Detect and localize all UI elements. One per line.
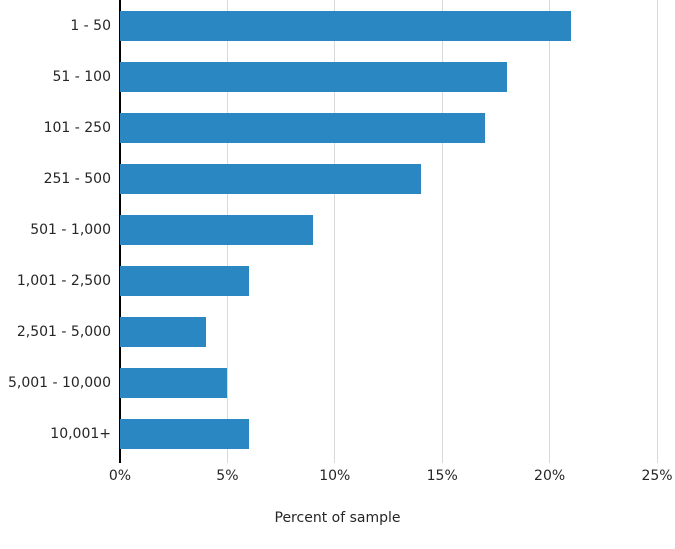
bar-row: 5,001 - 10,000 xyxy=(8,358,657,409)
x-tick-label: 20% xyxy=(534,468,566,484)
bar-row: 1,001 - 2,500 xyxy=(17,256,657,307)
x-tick-label: 5% xyxy=(216,468,239,484)
x-tick-label: 10% xyxy=(319,468,351,484)
gridline xyxy=(549,0,551,463)
y-axis-category-label: 101 - 250 xyxy=(43,119,111,136)
x-tick-label: 25% xyxy=(641,468,673,484)
x-tick-label: 0% xyxy=(108,468,132,484)
bar-row: 2,501 - 5,000 xyxy=(17,307,657,358)
x-axis-title: Percent of sample xyxy=(274,510,401,526)
bar-row: 51 - 100 xyxy=(53,51,657,102)
bar xyxy=(120,317,206,348)
bar-row: 10,001+ xyxy=(50,409,657,460)
gridline xyxy=(334,0,336,463)
bar xyxy=(120,368,228,399)
bar xyxy=(120,266,249,297)
bars-container: 1 - 50 51 - 100 101 - 250 251 - 500 501 - 1,… xyxy=(8,0,657,460)
gridline xyxy=(656,0,658,463)
plot-area: 1 - 50 51 - 100 101 - 250 251 - 500 501 - 1,… xyxy=(8,0,673,484)
bar-row: 501 - 1,000 xyxy=(30,204,657,255)
gridline xyxy=(441,0,443,463)
bar xyxy=(120,10,572,41)
y-axis-category-label: 1,001 - 2,500 xyxy=(16,273,111,290)
bar-row: 251 - 500 xyxy=(44,153,657,204)
y-axis-category-label: 1 - 50 xyxy=(70,17,111,34)
bar xyxy=(120,112,486,143)
x-tick-label: 15% xyxy=(426,468,458,484)
y-axis-category-label: 51 - 100 xyxy=(52,68,112,85)
y-axis-category-label: 251 - 500 xyxy=(43,170,111,187)
bar xyxy=(120,419,249,450)
y-axis-category-label: 10,001+ xyxy=(50,426,111,443)
y-axis-category-label: 501 - 1,000 xyxy=(30,221,111,238)
bar-row: 1 - 50 xyxy=(70,0,657,51)
bar xyxy=(120,214,314,245)
y-axis-category-label: 5,001 - 10,000 xyxy=(7,375,111,392)
x-axis-tick-labels: 0% 5% 10% 15% 20% 25% xyxy=(109,468,673,488)
bar-row: 101 - 250 xyxy=(44,102,657,153)
y-axis-category-label: 2,501 - 5,000 xyxy=(16,324,111,341)
bar xyxy=(120,163,421,194)
bar xyxy=(120,61,507,92)
